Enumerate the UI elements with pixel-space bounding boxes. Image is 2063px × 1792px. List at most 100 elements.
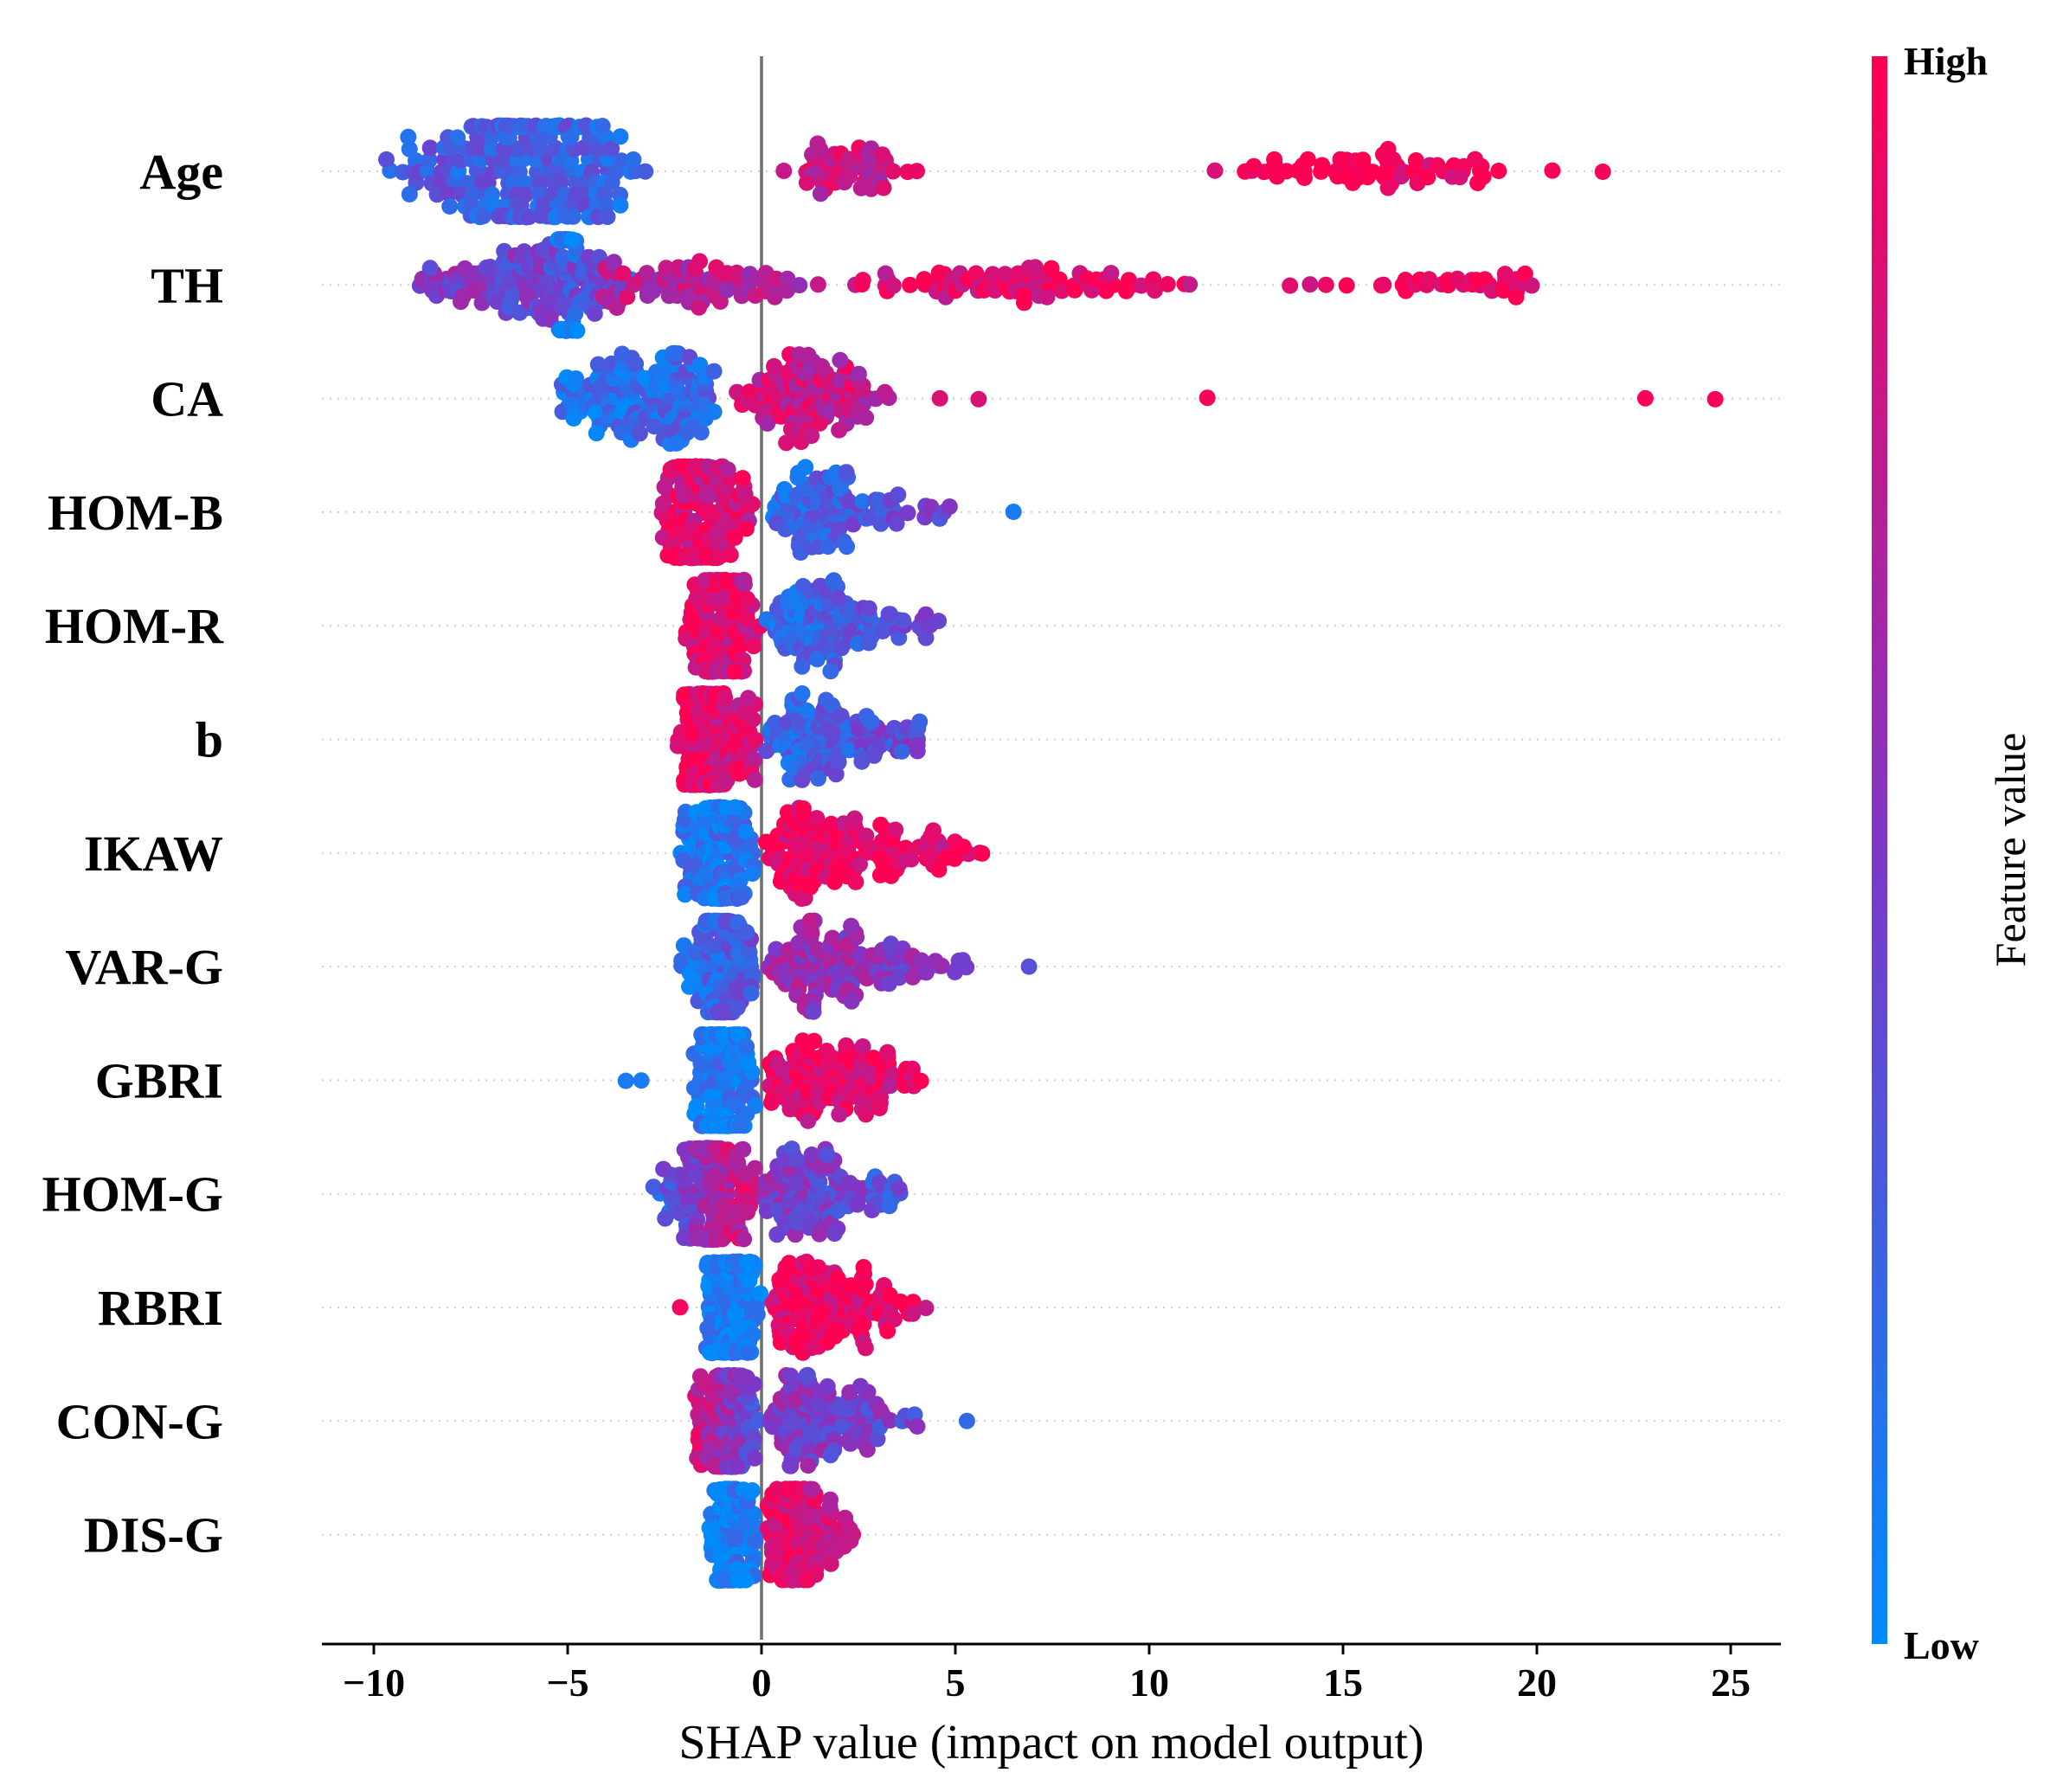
feature-row-age xyxy=(378,117,1611,226)
colorbar-high-label: High xyxy=(1904,39,1988,83)
feature-row-hom-b xyxy=(653,458,1022,567)
shap-point xyxy=(768,1226,786,1243)
shap-point xyxy=(1317,276,1334,293)
shap-point xyxy=(841,168,858,185)
shap-point xyxy=(854,1038,871,1055)
shap-point xyxy=(782,1367,800,1384)
shap-point xyxy=(717,689,734,706)
feature-row-b xyxy=(669,685,929,793)
shap-point xyxy=(794,771,811,788)
shap-point xyxy=(1429,157,1446,174)
shap-point xyxy=(612,128,629,145)
shap-point xyxy=(822,1555,839,1572)
shap-point xyxy=(614,265,632,282)
shap-point xyxy=(904,1294,922,1311)
shap-point xyxy=(890,1180,908,1198)
shap-point xyxy=(997,266,1013,283)
shap-point xyxy=(798,1367,815,1384)
shap-point xyxy=(841,1174,858,1191)
shap-point xyxy=(691,253,708,270)
shap-point xyxy=(798,1571,815,1589)
shap-point xyxy=(800,346,817,363)
shap-point xyxy=(811,414,828,432)
shap-point xyxy=(746,771,763,788)
shap-point xyxy=(440,185,458,202)
shap-point xyxy=(619,288,636,305)
shap-point xyxy=(778,434,795,452)
shap-point xyxy=(625,151,642,168)
shap-point xyxy=(441,198,459,215)
shap-point xyxy=(613,152,630,170)
feature-label-hom-r: HOM-R xyxy=(45,598,224,654)
shap-point xyxy=(1385,151,1402,168)
shap-point xyxy=(863,714,880,731)
shap-point xyxy=(858,1441,876,1458)
shap-point xyxy=(554,248,571,266)
shap-point xyxy=(872,816,890,833)
shap-point xyxy=(1344,174,1361,191)
shap-point xyxy=(1097,282,1115,299)
shap-point xyxy=(742,985,760,1002)
shap-point xyxy=(729,999,746,1016)
shap-point xyxy=(854,272,871,289)
shap-point xyxy=(627,356,645,372)
shap-point xyxy=(822,1491,839,1508)
shap-point xyxy=(819,538,837,556)
shap-point xyxy=(1301,276,1319,293)
shap-point xyxy=(1483,282,1501,299)
shap-point xyxy=(909,742,926,760)
shap-point xyxy=(775,163,793,179)
shap-point xyxy=(843,917,860,935)
shap-point xyxy=(645,1179,662,1196)
shap-point xyxy=(746,1159,763,1177)
shap-point xyxy=(877,265,894,282)
feature-row-ikaw xyxy=(672,799,991,908)
shap-point xyxy=(892,1294,909,1310)
shap-point xyxy=(1507,288,1525,305)
feature-label-hom-g: HOM-G xyxy=(42,1166,223,1223)
shap-point xyxy=(871,1100,888,1117)
shap-point xyxy=(778,282,795,299)
x-tick-label: 25 xyxy=(1711,1660,1751,1705)
shap-point xyxy=(747,731,764,748)
feature-label-th: TH xyxy=(151,257,223,313)
x-tick-label: 0 xyxy=(752,1660,772,1705)
shap-point xyxy=(954,838,972,856)
shap-point xyxy=(839,538,855,556)
shap-point xyxy=(421,151,438,169)
shap-point xyxy=(933,957,950,974)
shap-point xyxy=(645,282,662,299)
shap-point xyxy=(1594,164,1611,180)
shap-point xyxy=(1407,152,1424,169)
shap-point xyxy=(400,128,417,145)
x-axis-title: SHAP value (impact on model output) xyxy=(678,1716,1424,1770)
shap-point xyxy=(730,765,748,782)
shap-point xyxy=(544,118,562,135)
shap-point xyxy=(565,208,582,225)
shap-point xyxy=(1314,157,1331,174)
shap-point xyxy=(639,265,655,282)
shap-point xyxy=(738,1254,755,1271)
shap-point xyxy=(829,1202,846,1219)
shap-point xyxy=(421,260,439,277)
shap-point xyxy=(752,1285,769,1302)
shap-point xyxy=(741,383,758,401)
shap-point xyxy=(475,208,492,225)
shap-point xyxy=(860,600,877,617)
feature-label-ikaw: IKAW xyxy=(84,825,223,882)
shap-point xyxy=(736,1230,753,1248)
shap-point xyxy=(841,742,858,759)
shap-point xyxy=(833,1418,851,1436)
x-tick-label: 20 xyxy=(1517,1660,1557,1705)
shap-point xyxy=(586,305,603,322)
shap-point xyxy=(890,969,908,986)
shap-point xyxy=(633,1072,650,1089)
shap-point xyxy=(781,1457,799,1474)
shap-point xyxy=(854,493,871,511)
shap-point xyxy=(922,498,940,516)
shap-point xyxy=(1421,271,1437,288)
shap-point xyxy=(809,135,826,152)
shap-point xyxy=(552,174,569,191)
feature-row-dis-g xyxy=(701,1480,862,1590)
shap-point xyxy=(819,1333,836,1351)
